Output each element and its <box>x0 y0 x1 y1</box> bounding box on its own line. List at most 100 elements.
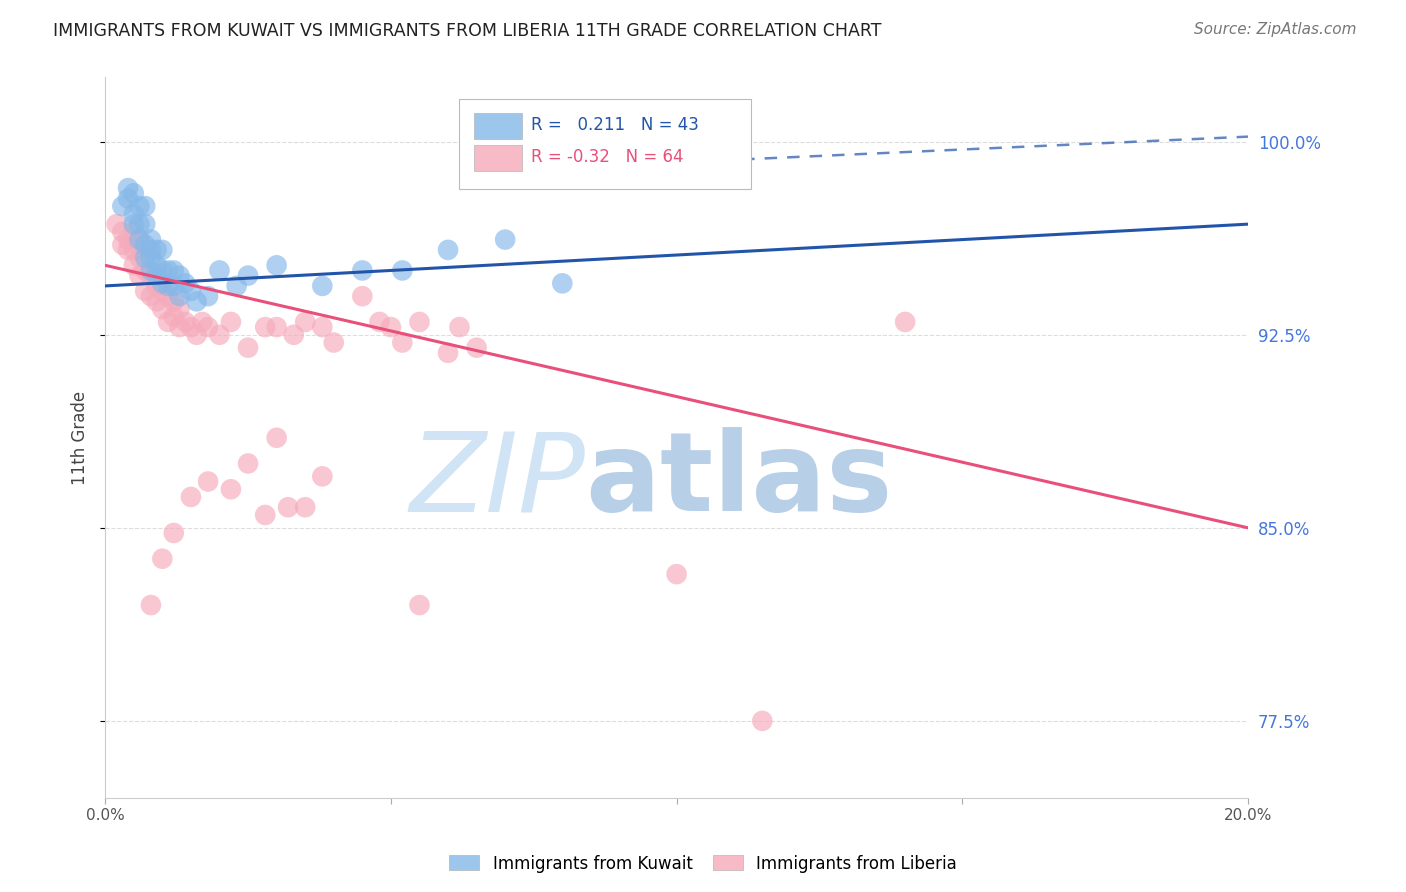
Point <box>180 284 202 298</box>
Point <box>139 598 162 612</box>
Point <box>283 327 305 342</box>
Legend: Immigrants from Kuwait, Immigrants from Liberia: Immigrants from Kuwait, Immigrants from … <box>443 848 963 880</box>
Point <box>352 263 374 277</box>
Point <box>157 289 180 303</box>
Point <box>174 277 197 291</box>
Point <box>139 268 162 283</box>
Point <box>105 217 128 231</box>
Point <box>163 263 186 277</box>
Point <box>128 199 150 213</box>
Point <box>197 320 219 334</box>
Point <box>254 320 277 334</box>
Point <box>122 217 145 231</box>
FancyBboxPatch shape <box>474 145 522 171</box>
Point <box>465 341 488 355</box>
Point <box>174 315 197 329</box>
Point <box>122 258 145 272</box>
Point <box>117 181 139 195</box>
Point <box>169 289 191 303</box>
Point <box>111 225 134 239</box>
Point <box>169 268 191 283</box>
Point <box>437 243 460 257</box>
Point <box>665 567 688 582</box>
Point <box>169 320 191 334</box>
Point <box>352 289 374 303</box>
Point <box>139 289 162 303</box>
Point <box>145 294 167 309</box>
Point <box>134 199 156 213</box>
Point <box>117 243 139 257</box>
Point <box>163 279 186 293</box>
Point <box>236 341 259 355</box>
Point <box>494 233 516 247</box>
Point <box>311 320 333 334</box>
Point <box>449 320 471 334</box>
Point <box>180 320 202 334</box>
Text: atlas: atlas <box>585 427 893 534</box>
Point <box>277 500 299 515</box>
Point <box>894 315 917 329</box>
Point <box>197 475 219 489</box>
Point <box>380 320 402 334</box>
Point <box>408 598 430 612</box>
Y-axis label: 11th Grade: 11th Grade <box>72 391 89 485</box>
Text: IMMIGRANTS FROM KUWAIT VS IMMIGRANTS FROM LIBERIA 11TH GRADE CORRELATION CHART: IMMIGRANTS FROM KUWAIT VS IMMIGRANTS FRO… <box>53 22 882 40</box>
Point <box>128 233 150 247</box>
Point <box>751 714 773 728</box>
Point <box>163 526 186 541</box>
Point <box>294 500 316 515</box>
Point <box>551 277 574 291</box>
Point <box>254 508 277 522</box>
Point <box>197 289 219 303</box>
Point <box>219 482 242 496</box>
Point <box>311 279 333 293</box>
Point <box>437 346 460 360</box>
Point <box>208 327 231 342</box>
Text: R =   0.211   N = 43: R = 0.211 N = 43 <box>531 116 699 134</box>
Text: R = -0.32   N = 64: R = -0.32 N = 64 <box>531 148 683 167</box>
Point <box>122 243 145 257</box>
Point <box>134 243 156 257</box>
Point <box>128 251 150 265</box>
Point <box>128 268 150 283</box>
Point <box>368 315 391 329</box>
Point <box>157 279 180 293</box>
Point <box>150 301 173 316</box>
Point <box>186 327 208 342</box>
Point <box>128 233 150 247</box>
Point <box>139 233 162 247</box>
FancyBboxPatch shape <box>460 99 751 189</box>
Point <box>236 268 259 283</box>
Point <box>191 315 214 329</box>
Point <box>134 237 156 252</box>
Point <box>139 243 162 257</box>
Point <box>391 335 413 350</box>
Point <box>145 279 167 293</box>
Text: Source: ZipAtlas.com: Source: ZipAtlas.com <box>1194 22 1357 37</box>
Point <box>219 315 242 329</box>
Point <box>139 263 162 277</box>
Point <box>294 315 316 329</box>
Point <box>266 258 288 272</box>
Point <box>391 263 413 277</box>
FancyBboxPatch shape <box>474 112 522 138</box>
Point <box>117 191 139 205</box>
Point <box>111 237 134 252</box>
Point <box>150 284 173 298</box>
Point <box>163 294 186 309</box>
Point <box>145 258 167 272</box>
Point <box>111 199 134 213</box>
Text: ZIP: ZIP <box>409 427 585 534</box>
Point <box>150 551 173 566</box>
Point <box>408 315 430 329</box>
Point <box>139 251 162 265</box>
Point <box>145 268 167 283</box>
Point <box>134 284 156 298</box>
Point <box>311 469 333 483</box>
Point <box>322 335 344 350</box>
Point <box>150 277 173 291</box>
Point <box>134 251 156 265</box>
Point <box>128 217 150 231</box>
Point <box>180 490 202 504</box>
Point <box>122 207 145 221</box>
